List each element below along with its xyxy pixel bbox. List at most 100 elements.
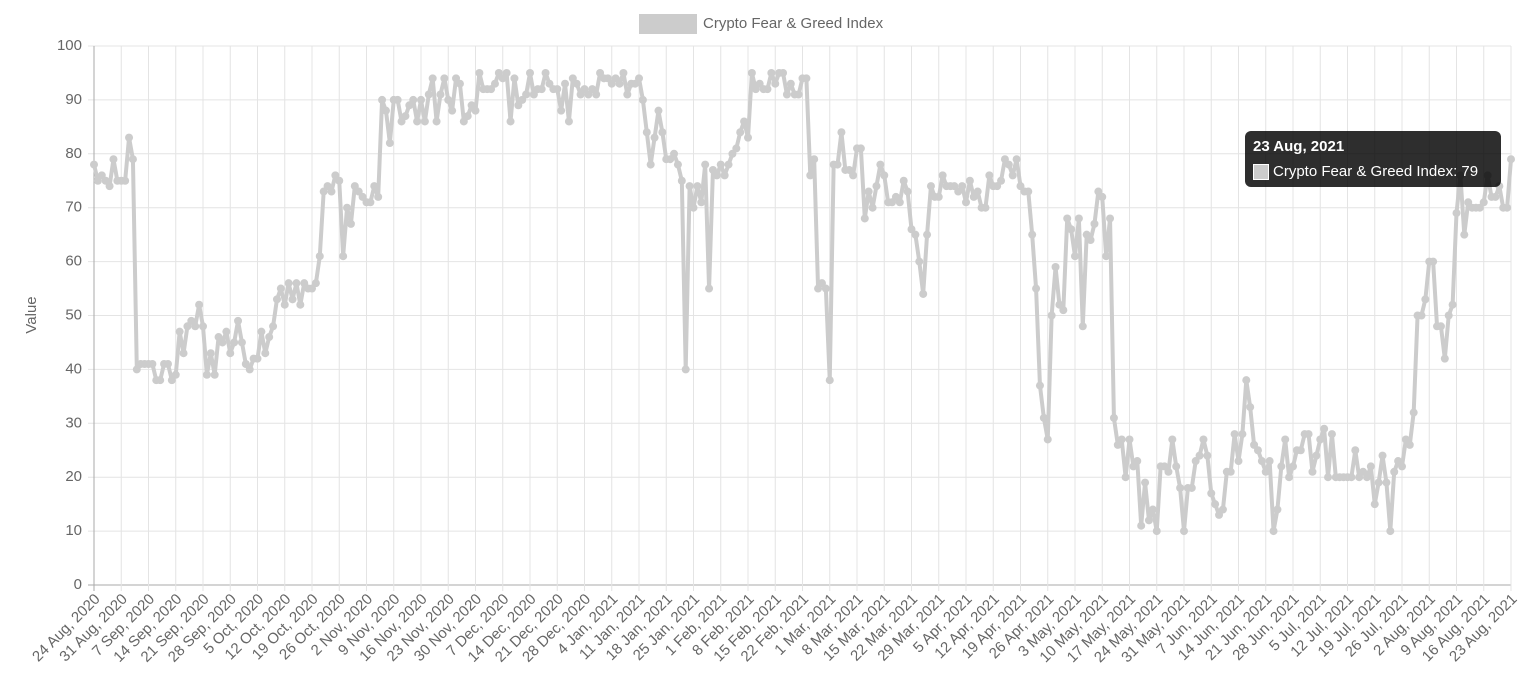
point	[1351, 446, 1360, 455]
point	[163, 360, 172, 369]
point	[782, 90, 791, 99]
point	[833, 160, 842, 169]
point	[654, 106, 663, 115]
point	[245, 365, 254, 374]
point	[428, 74, 437, 83]
point	[1448, 300, 1457, 309]
point	[860, 214, 869, 223]
point	[926, 182, 935, 191]
point	[1277, 462, 1286, 471]
point	[288, 295, 297, 304]
point	[1035, 381, 1044, 390]
point	[572, 79, 581, 88]
point	[1047, 311, 1056, 320]
point	[1316, 435, 1325, 444]
tooltip: 23 Aug, 2021 Crypto Fear & Greed Index: …	[1245, 131, 1501, 187]
point	[1320, 424, 1329, 433]
point	[1304, 430, 1313, 439]
point	[448, 106, 457, 115]
point	[619, 68, 628, 77]
point	[1324, 473, 1333, 482]
point	[1187, 483, 1196, 492]
y-tick-label: 40	[65, 360, 82, 377]
y-axis-label: Value	[23, 296, 40, 333]
point	[175, 327, 184, 336]
point	[673, 160, 682, 169]
point	[179, 349, 188, 358]
point	[1086, 236, 1095, 245]
point	[370, 182, 379, 191]
y-tick-label: 100	[57, 37, 82, 54]
point	[899, 176, 908, 185]
tooltip-swatch	[1253, 164, 1269, 180]
point	[1429, 257, 1438, 266]
point	[864, 187, 873, 196]
point	[1059, 306, 1068, 315]
point	[253, 354, 262, 363]
point	[385, 139, 394, 148]
point	[541, 68, 550, 77]
point	[506, 117, 515, 126]
point	[1436, 322, 1445, 331]
point	[125, 133, 134, 142]
point	[463, 112, 472, 121]
point	[934, 192, 943, 201]
point	[280, 300, 289, 309]
point	[1265, 457, 1274, 466]
point	[1164, 467, 1173, 476]
point	[292, 279, 301, 288]
point	[1444, 311, 1453, 320]
point	[903, 187, 912, 196]
point	[1141, 478, 1150, 487]
point	[1028, 230, 1037, 239]
point	[701, 160, 710, 169]
point	[1374, 478, 1383, 487]
point	[226, 349, 235, 358]
y-tick-label: 60	[65, 253, 82, 270]
y-tick-label: 10	[65, 522, 82, 539]
point	[915, 257, 924, 266]
point	[1238, 430, 1247, 439]
point	[981, 203, 990, 212]
point	[381, 106, 390, 115]
point	[1440, 354, 1449, 363]
point	[615, 79, 624, 88]
point	[276, 284, 285, 293]
point	[1370, 500, 1379, 509]
point	[716, 160, 725, 169]
point	[880, 171, 889, 180]
point	[526, 68, 534, 77]
point	[1012, 155, 1021, 164]
point	[747, 68, 756, 77]
point	[1507, 155, 1515, 164]
point	[222, 327, 231, 336]
point	[561, 79, 570, 88]
point	[374, 192, 383, 201]
point	[642, 128, 651, 137]
point	[1503, 203, 1512, 212]
point	[825, 376, 834, 385]
point	[335, 176, 344, 185]
point	[786, 79, 795, 88]
point	[1078, 322, 1087, 331]
y-tick-label: 90	[65, 91, 82, 108]
point	[1390, 467, 1399, 476]
point	[1386, 527, 1395, 536]
point	[1398, 462, 1406, 471]
y-tick-label: 80	[65, 145, 82, 162]
legend-label[interactable]: Crypto Fear & Greed Index	[703, 15, 884, 32]
point	[1452, 209, 1461, 218]
point	[510, 74, 519, 83]
point	[327, 187, 336, 196]
point	[1102, 252, 1111, 261]
point	[237, 338, 246, 347]
point	[1207, 489, 1216, 498]
point	[343, 203, 352, 212]
point	[724, 160, 733, 169]
point	[401, 112, 410, 121]
y-tick-label: 0	[74, 576, 82, 593]
point	[1366, 462, 1375, 471]
point	[121, 176, 130, 185]
point	[537, 85, 546, 94]
